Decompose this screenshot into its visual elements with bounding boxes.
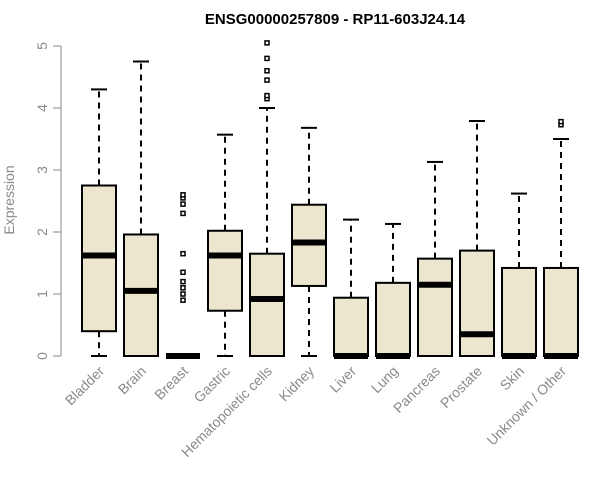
x-category-label: Pancreas [390,363,443,416]
y-tick-label: 4 [34,104,50,112]
x-category-label: Breast [151,363,191,403]
outlier-point [180,250,186,257]
x-category-label: Liver [326,363,359,396]
boxes [81,40,579,359]
box [459,249,495,358]
outlier-point [264,68,270,74]
outlier-point [264,55,270,62]
outlier-point [558,118,564,125]
box-group-bladder [81,88,117,357]
outlier-point [264,77,270,83]
box-group-gastric [207,133,243,357]
outlier-point [180,210,186,217]
outlier-point [264,40,270,46]
box-group-skin [501,192,537,359]
box-group-prostate [459,120,495,358]
box-group-brain [123,60,159,357]
box [207,229,243,312]
y-axis-label: Expression [1,165,17,234]
box [375,281,411,357]
x-category-label: Kidney [276,363,318,405]
box-group-liver [333,218,369,359]
x-category-label: Unknown / Other [484,363,570,449]
x-category-label: Lung [368,363,401,396]
box-group-kidney [291,126,327,357]
box [543,266,579,357]
x-category-label: Skin [497,363,528,394]
box [501,266,537,357]
x-category-label: Brain [115,363,149,397]
y-tick-label: 1 [34,290,50,298]
outlier-point [180,192,186,198]
box [249,252,285,357]
outlier-point [180,297,186,303]
box-group-unknown-other [543,118,579,359]
outlier-point [180,278,186,285]
box [333,296,369,357]
y-tick-label: 0 [34,352,50,360]
y-tick-label: 2 [34,228,50,236]
y-ticks: 0 1 2 3 4 5 [34,42,61,360]
x-category-label: Prostate [437,363,485,411]
box [417,257,453,357]
box [123,233,159,357]
outlier-point [264,92,270,99]
y-tick-label: 3 [34,166,50,174]
x-category-label: Bladder [62,363,108,409]
outlier-point [180,269,186,276]
y-tick-label: 5 [34,42,50,50]
box-group-hematopoietic-cells [249,40,285,357]
box-group-lung [375,222,411,359]
box-group-breast [166,192,200,359]
outlier-point [180,201,186,207]
chart-title: ENSG00000257809 - RP11-603J24.14 [205,11,466,28]
outlier-point [180,291,186,297]
box-group-pancreas [417,160,453,357]
outlier-point [180,285,186,291]
